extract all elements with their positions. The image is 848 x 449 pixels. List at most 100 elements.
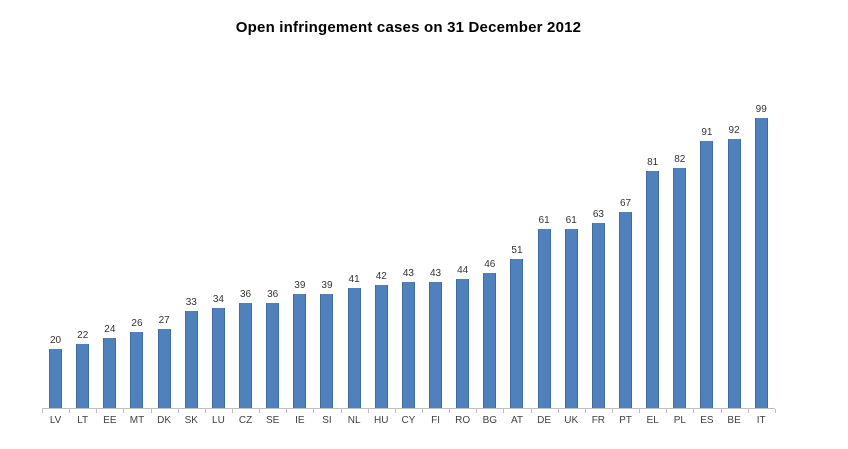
bar — [401, 282, 415, 408]
x-axis-label: PT — [619, 415, 632, 426]
bar — [727, 139, 741, 408]
bar-value-label: 43 — [429, 268, 442, 279]
bar-value-label: 51 — [511, 245, 523, 256]
bar — [673, 168, 687, 408]
x-axis-label: UK — [564, 415, 579, 426]
bar-value-label: 24 — [104, 324, 116, 335]
x-axis-label: FI — [431, 415, 440, 426]
bar — [320, 294, 334, 408]
bar-group: 39 — [313, 98, 340, 408]
bar — [49, 349, 63, 408]
bar-value-label: 27 — [158, 315, 170, 326]
bar-group: 81 — [639, 98, 666, 408]
x-axis-label: ES — [700, 415, 714, 426]
bar-group: 46 — [476, 98, 503, 408]
x-axis-label: NL — [347, 415, 361, 426]
bar-group: 22 — [69, 98, 96, 408]
plot-area: 20 22 24 26 27 33 34 36 36 39 39 41 42 43 43 44 46 51 61 61… — [42, 98, 775, 409]
bar-group: 27 — [151, 98, 178, 408]
bar-group: 43 — [422, 98, 449, 408]
bar-value-label: 43 — [402, 268, 414, 279]
bar-group: 67 — [612, 98, 639, 408]
x-axis-tick — [314, 409, 342, 413]
bar — [700, 141, 714, 408]
x-axis-tick — [287, 409, 315, 413]
bar — [537, 229, 551, 408]
bar-value-label: 67 — [619, 198, 632, 209]
x-axis-label: BG — [482, 415, 498, 426]
bar-value-label: 26 — [131, 318, 143, 329]
x-axis-label: SE — [266, 415, 280, 426]
x-axis-tick — [152, 409, 179, 413]
bar-value-label: 41 — [348, 274, 360, 285]
x-axis-label: FR — [591, 415, 606, 426]
x-axis-tick — [396, 409, 423, 413]
bar-group: 51 — [503, 98, 530, 408]
bar-group: 42 — [368, 98, 395, 408]
bar — [429, 282, 443, 408]
bar-value-label: 46 — [484, 259, 496, 270]
x-axis-ticks — [42, 409, 776, 413]
bar — [103, 338, 117, 408]
bar-group: 92 — [721, 98, 748, 408]
x-axis-label: MT — [129, 415, 145, 426]
bar — [184, 311, 198, 408]
bar-value-label: 33 — [185, 297, 197, 308]
x-axis-tick — [532, 409, 559, 413]
bar-value-label: 61 — [538, 215, 550, 226]
x-axis-label: LT — [77, 415, 89, 426]
x-axis-label: AT — [510, 415, 523, 426]
bar-value-label: 61 — [565, 215, 577, 226]
x-axis-label: LV — [49, 415, 62, 426]
x-axis-tick — [694, 409, 722, 413]
x-axis-tick — [43, 409, 71, 413]
x-axis-label: RO — [455, 415, 471, 426]
x-axis-tick — [504, 409, 532, 413]
x-axis-label: DK — [157, 415, 172, 426]
x-axis-tick — [369, 409, 396, 413]
bar — [130, 332, 144, 408]
bar-value-label: 63 — [592, 209, 604, 220]
bar-value-label: 39 — [294, 280, 306, 291]
bar-value-label: 39 — [321, 280, 333, 291]
x-axis-tick — [749, 409, 776, 413]
bar — [76, 344, 90, 408]
x-axis-tick — [667, 409, 695, 413]
bar-value-label: 82 — [674, 154, 686, 165]
bar-group: 43 — [395, 98, 422, 408]
x-axis-label: SI — [322, 415, 332, 426]
x-axis-tick — [260, 409, 288, 413]
bar-value-label: 91 — [701, 127, 713, 138]
bar-group: 99 — [748, 98, 775, 408]
bar — [591, 223, 605, 408]
bar-group: 41 — [341, 98, 368, 408]
x-axis-tick — [342, 409, 369, 413]
bar — [374, 285, 388, 408]
bar-group: 24 — [96, 98, 123, 408]
bar — [266, 303, 280, 408]
bar-value-label: 81 — [647, 157, 659, 168]
bar-value-label: 22 — [77, 330, 89, 341]
bar — [293, 294, 307, 408]
bar-group: 34 — [205, 98, 232, 408]
bar-value-label: 92 — [728, 125, 740, 136]
x-axis-tick — [206, 409, 233, 413]
x-axis-tick — [640, 409, 668, 413]
x-axis-label: CY — [401, 415, 416, 426]
x-axis-label: DE — [537, 415, 552, 426]
bar-group: 39 — [286, 98, 313, 408]
x-axis-tick — [586, 409, 613, 413]
bar — [347, 288, 361, 408]
bar-group: 36 — [232, 98, 259, 408]
bar-group: 63 — [585, 98, 612, 408]
x-axis-tick — [722, 409, 749, 413]
bar-group: 61 — [558, 98, 585, 408]
x-axis-label: IT — [756, 415, 766, 426]
bar-group: 91 — [693, 98, 720, 408]
x-axis-tick — [613, 409, 641, 413]
bar-group: 44 — [449, 98, 476, 408]
x-axis-tick — [423, 409, 451, 413]
bar — [646, 171, 660, 408]
x-axis-label: HU — [374, 415, 389, 426]
bar — [510, 259, 524, 408]
